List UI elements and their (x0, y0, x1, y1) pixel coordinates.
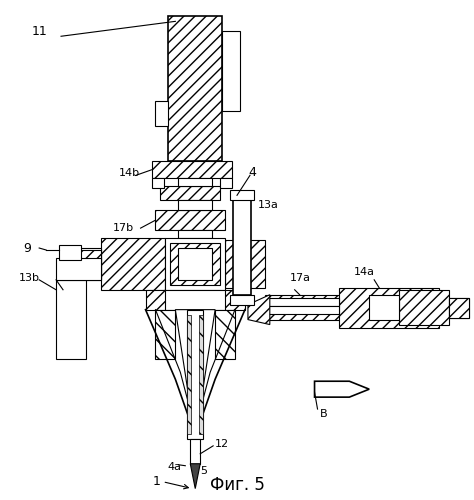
Bar (178, 248, 212, 280)
Bar (187, 314, 191, 434)
FancyArrow shape (315, 381, 369, 397)
Bar (230, 294, 254, 304)
Bar (59, 245, 81, 260)
Bar (230, 190, 254, 200)
Bar (220, 178, 232, 188)
Bar (101, 238, 165, 290)
Bar (199, 314, 203, 434)
Text: 4a: 4a (167, 462, 182, 471)
Polygon shape (175, 310, 215, 431)
Bar (178, 200, 212, 210)
Bar (146, 290, 245, 310)
Bar (449, 298, 469, 318)
Bar (155, 310, 175, 360)
Bar (69, 250, 101, 278)
Polygon shape (190, 464, 200, 488)
Bar (178, 178, 212, 186)
Bar (225, 240, 265, 288)
Bar (56, 280, 86, 359)
Text: 12: 12 (215, 439, 229, 449)
Text: 11: 11 (31, 25, 47, 38)
Bar (56, 258, 101, 280)
Bar (153, 160, 232, 178)
Bar (187, 310, 203, 439)
Bar (165, 290, 225, 310)
Bar (155, 101, 168, 126)
Bar (168, 16, 222, 161)
Bar (165, 238, 225, 290)
Polygon shape (265, 294, 339, 320)
Text: 13b: 13b (19, 273, 40, 283)
Bar (178, 230, 212, 238)
Text: 9: 9 (23, 242, 31, 254)
Text: B: B (319, 409, 327, 419)
Text: 13a: 13a (258, 200, 279, 210)
Bar (399, 290, 449, 324)
Text: 17b: 17b (113, 223, 134, 233)
Bar (265, 306, 339, 314)
Text: Фиг. 5: Фиг. 5 (210, 476, 264, 494)
Bar (63, 248, 101, 280)
Polygon shape (248, 294, 270, 324)
Text: 1: 1 (153, 475, 160, 488)
Bar (153, 178, 164, 188)
Text: 14a: 14a (354, 267, 375, 277)
Text: 17a: 17a (290, 273, 310, 283)
Bar (449, 298, 469, 318)
Bar (215, 310, 235, 360)
Bar (339, 288, 439, 328)
Text: 14b: 14b (118, 168, 140, 178)
Bar (170, 243, 220, 285)
Text: 4: 4 (248, 166, 256, 179)
Bar (265, 298, 339, 306)
Bar (369, 294, 399, 320)
Bar (161, 186, 220, 200)
Bar (155, 210, 225, 230)
Bar (190, 439, 200, 464)
Bar (233, 196, 251, 294)
Bar (222, 32, 240, 111)
Text: 5: 5 (200, 466, 207, 475)
